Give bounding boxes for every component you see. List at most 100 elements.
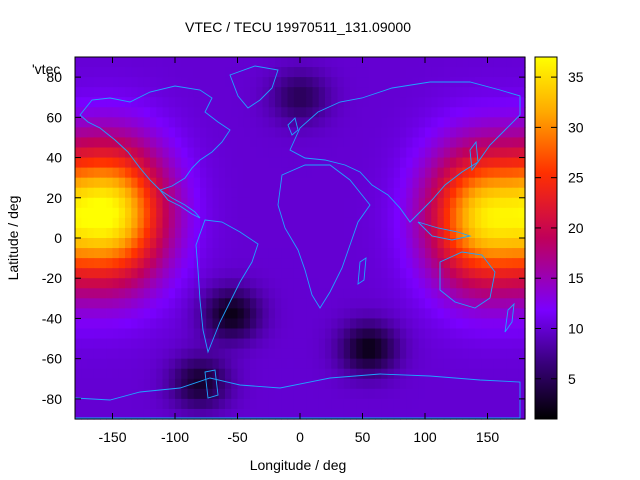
heatmap-cell (425, 388, 432, 400)
heatmap-cell (487, 338, 495, 350)
heatmap-cell (368, 388, 376, 400)
heatmap-cell (118, 217, 126, 229)
x-axis-label: Longitude / deg (250, 457, 347, 473)
heatmap-cell (437, 227, 445, 239)
heatmap-cell (243, 378, 251, 390)
heatmap-cell (387, 147, 395, 159)
heatmap-cell (356, 358, 364, 370)
heatmap-cell (250, 217, 257, 229)
heatmap-cell (425, 378, 432, 390)
heatmap-cell (175, 147, 182, 159)
heatmap-cell (518, 238, 526, 249)
heatmap-cell (143, 187, 151, 199)
heatmap-cell (262, 288, 270, 299)
heatmap-cell (187, 368, 195, 380)
heatmap-cell (400, 217, 407, 229)
heatmap-cell (218, 408, 226, 420)
heatmap-cell (87, 328, 95, 340)
heatmap-cell (418, 348, 426, 360)
heatmap-cell (300, 338, 307, 350)
heatmap-cell (206, 57, 214, 68)
heatmap-cell (237, 408, 245, 420)
heatmap-cell (450, 338, 457, 350)
heatmap-cell (450, 358, 457, 370)
heatmap-cell (462, 157, 470, 169)
heatmap-cell (450, 157, 457, 169)
heatmap-cell (156, 348, 164, 360)
heatmap-cell (493, 368, 501, 380)
heatmap-cell (381, 328, 389, 340)
heatmap-cell (518, 77, 526, 88)
heatmap-cell (306, 217, 314, 229)
heatmap-cell (412, 338, 420, 350)
heatmap-cell (262, 127, 270, 139)
heatmap-cell (106, 288, 114, 299)
heatmap-cell (356, 408, 364, 420)
heatmap-cell (162, 298, 170, 309)
heatmap-cell (106, 268, 114, 279)
heatmap-cell (225, 388, 232, 400)
heatmap-cell (487, 258, 495, 269)
heatmap-cell (218, 348, 226, 360)
heatmap-cell (181, 137, 189, 149)
heatmap-cell (350, 87, 357, 98)
heatmap-cell (518, 157, 526, 169)
heatmap-cell (275, 157, 282, 169)
heatmap-cell (381, 388, 389, 400)
heatmap-cell (293, 197, 301, 209)
heatmap-cell (331, 358, 339, 370)
heatmap-cell (337, 258, 345, 269)
heatmap-cell (431, 328, 439, 340)
heatmap-cell (150, 368, 157, 380)
heatmap-cell (87, 117, 95, 128)
heatmap-cell (256, 227, 264, 239)
heatmap-cell (393, 378, 401, 390)
heatmap-cell (368, 197, 376, 209)
heatmap-cell (306, 57, 314, 68)
heatmap-cell (75, 127, 82, 139)
heatmap-cell (87, 107, 95, 118)
heatmap-cell (156, 97, 164, 108)
heatmap-cell (393, 177, 401, 189)
heatmap-cell (506, 348, 514, 360)
heatmap-cell (343, 288, 351, 299)
heatmap-cell (75, 137, 82, 149)
heatmap-cell (350, 308, 357, 320)
heatmap-cell (300, 298, 307, 309)
heatmap-cell (406, 248, 414, 259)
heatmap-cell (162, 328, 170, 340)
heatmap-cell (412, 238, 420, 249)
heatmap-cell (512, 398, 520, 410)
heatmap-cell (243, 318, 251, 330)
heatmap-cell (400, 348, 407, 360)
heatmap-cell (462, 328, 470, 340)
heatmap-cell (243, 278, 251, 289)
heatmap-cell (375, 197, 382, 209)
heatmap-cell (125, 187, 132, 199)
heatmap-cell (181, 97, 189, 108)
heatmap-cell (481, 127, 489, 139)
heatmap-cell (393, 67, 401, 78)
heatmap-cell (468, 177, 476, 189)
heatmap-cell (343, 348, 351, 360)
heatmap-cell (225, 167, 232, 179)
heatmap-cell (143, 137, 151, 149)
heatmap-cell (275, 398, 282, 410)
heatmap-cell (500, 187, 507, 199)
heatmap-cell (100, 167, 107, 179)
heatmap-cell (175, 87, 182, 98)
heatmap-cell (193, 197, 201, 209)
heatmap-cell (131, 97, 139, 108)
heatmap-cell (262, 167, 270, 179)
heatmap-cell (181, 167, 189, 179)
heatmap-cell (168, 408, 176, 420)
heatmap-cell (268, 157, 276, 169)
heatmap-cell (400, 127, 407, 139)
heatmap-cell (125, 238, 132, 249)
heatmap-cell (300, 87, 307, 98)
heatmap-cell (312, 157, 320, 169)
heatmap-cell (287, 137, 295, 149)
heatmap-cell (150, 227, 157, 239)
heatmap-cell (312, 388, 320, 400)
heatmap-cell (225, 398, 232, 410)
